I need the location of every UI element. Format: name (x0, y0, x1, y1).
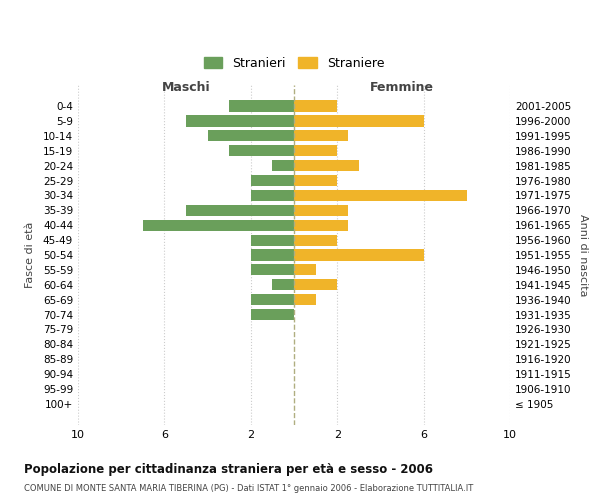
Bar (186, 204, 294, 216)
Y-axis label: Fasce di età: Fasce di età (25, 222, 35, 288)
Bar (229, 145, 294, 156)
Bar (294, 116, 424, 126)
Bar (294, 250, 424, 260)
Bar (251, 309, 294, 320)
Bar (251, 264, 294, 276)
Text: COMUNE DI MONTE SANTA MARIA TIBERINA (PG) - Dati ISTAT 1° gennaio 2006 - Elabora: COMUNE DI MONTE SANTA MARIA TIBERINA (PG… (24, 484, 473, 493)
Bar (294, 279, 337, 290)
Bar (251, 234, 294, 246)
Bar (143, 220, 294, 231)
Text: Femmine: Femmine (370, 81, 434, 94)
Bar (294, 220, 348, 231)
Bar (294, 160, 359, 171)
Y-axis label: Anni di nascita: Anni di nascita (578, 214, 588, 296)
Bar (251, 250, 294, 260)
Bar (251, 175, 294, 186)
Bar (294, 190, 467, 201)
Bar (294, 130, 348, 141)
Bar (272, 160, 294, 171)
Bar (251, 190, 294, 201)
Bar (294, 264, 316, 276)
Bar (294, 294, 316, 306)
Bar (229, 100, 294, 112)
Text: Maschi: Maschi (161, 81, 211, 94)
Bar (272, 279, 294, 290)
Bar (294, 145, 337, 156)
Legend: Stranieri, Straniere: Stranieri, Straniere (197, 50, 391, 76)
Bar (294, 234, 337, 246)
Text: Popolazione per cittadinanza straniera per età e sesso - 2006: Popolazione per cittadinanza straniera p… (24, 462, 433, 475)
Bar (251, 294, 294, 306)
Bar (208, 130, 294, 141)
Bar (294, 175, 337, 186)
Bar (294, 100, 337, 112)
Bar (294, 204, 348, 216)
Bar (186, 116, 294, 126)
